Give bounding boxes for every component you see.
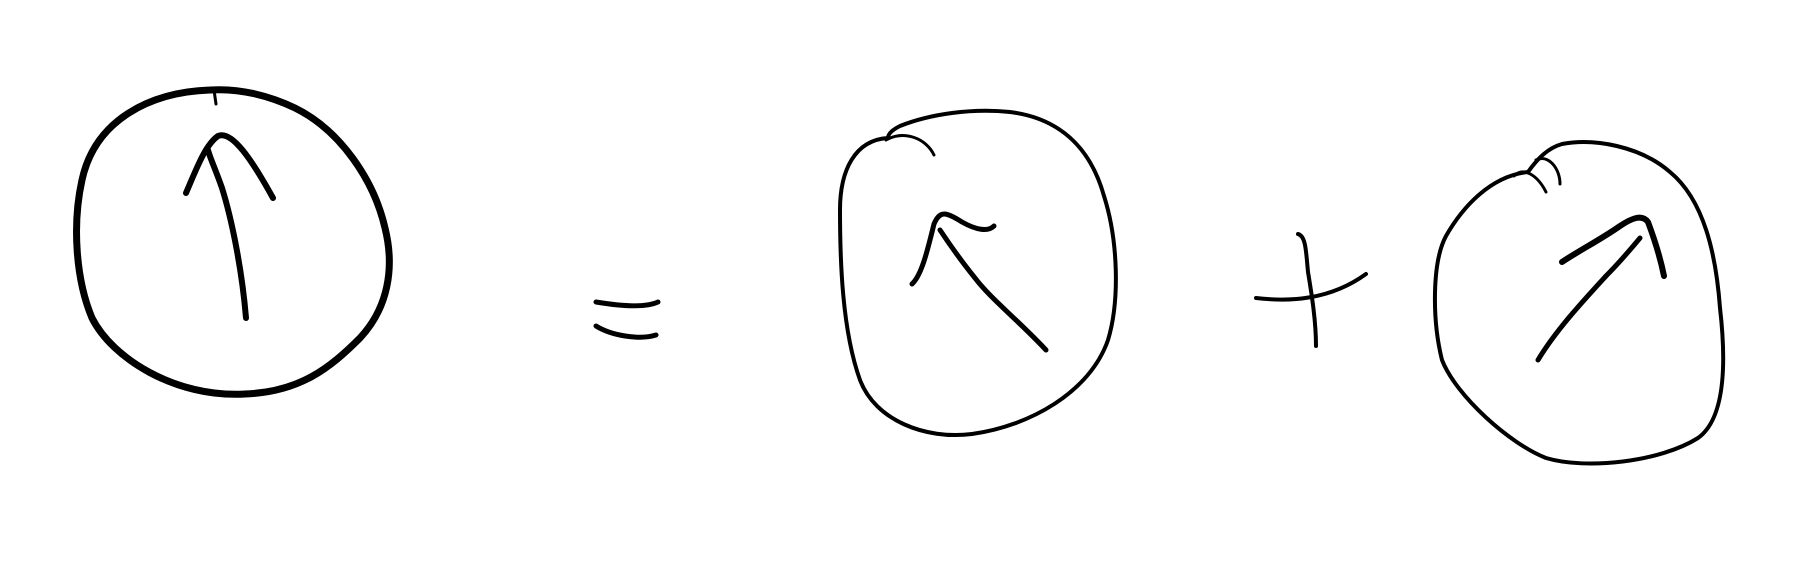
circle-left — [73, 86, 393, 398]
term-left — [73, 86, 393, 398]
circle-left-tick — [212, 88, 218, 106]
circle-right — [1432, 140, 1726, 466]
arrow-up-right-icon — [1535, 214, 1667, 363]
equals-sign — [593, 299, 661, 340]
term-middle — [838, 108, 1118, 437]
plus-sign — [1254, 232, 1368, 348]
arrow-up-icon — [183, 132, 276, 321]
term-right — [1432, 140, 1726, 466]
circle-middle — [838, 108, 1118, 437]
arrow-up-left-icon — [909, 211, 1049, 353]
